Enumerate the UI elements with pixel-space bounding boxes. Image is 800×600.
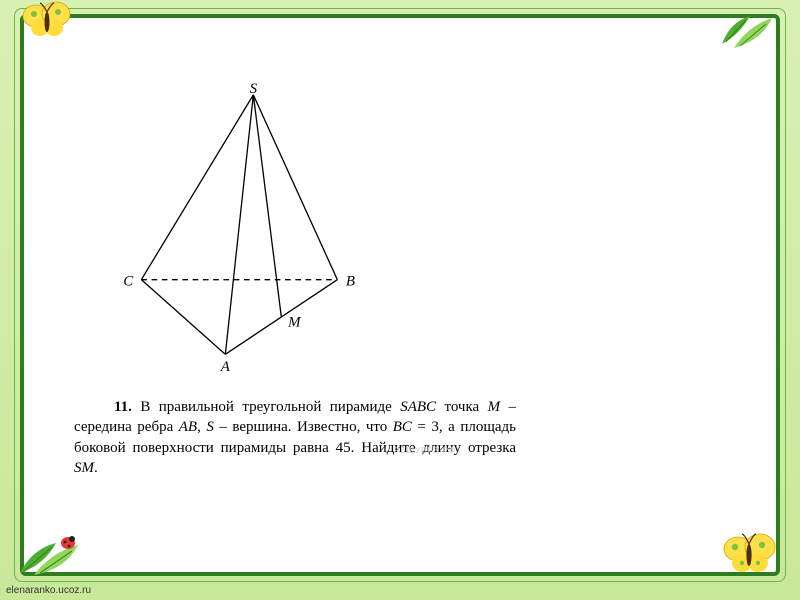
butterfly-icon	[20, 0, 74, 47]
pyramid-diagram: S C B A M	[104, 78, 384, 388]
svg-text:A: A	[220, 359, 231, 375]
svg-text:M: M	[287, 314, 302, 330]
slide-frame: S C B A M РЕШУЕГЭ.РФ 11. В правильной треуго…	[0, 0, 800, 600]
problem-number: 11.	[114, 399, 132, 415]
svg-text:C: C	[123, 273, 134, 289]
leaves-icon	[712, 4, 782, 57]
leaves-ladybug-icon	[16, 529, 92, 584]
svg-text:B: B	[346, 273, 355, 289]
butterfly-icon	[720, 529, 778, 582]
svg-text:S: S	[250, 81, 258, 97]
problem-text: 11. В правильной треугольной пирамиде SA…	[44, 397, 524, 478]
watermark-text: РЕШУЕГЭ.РФ	[394, 446, 456, 455]
problem-card: S C B A M РЕШУЕГЭ.РФ 11. В правильной треуго…	[44, 78, 524, 518]
footer-url: elenaranko.ucoz.ru	[6, 585, 91, 596]
problem-body: В правильной треугольной пирамиде SABC т…	[74, 399, 516, 476]
